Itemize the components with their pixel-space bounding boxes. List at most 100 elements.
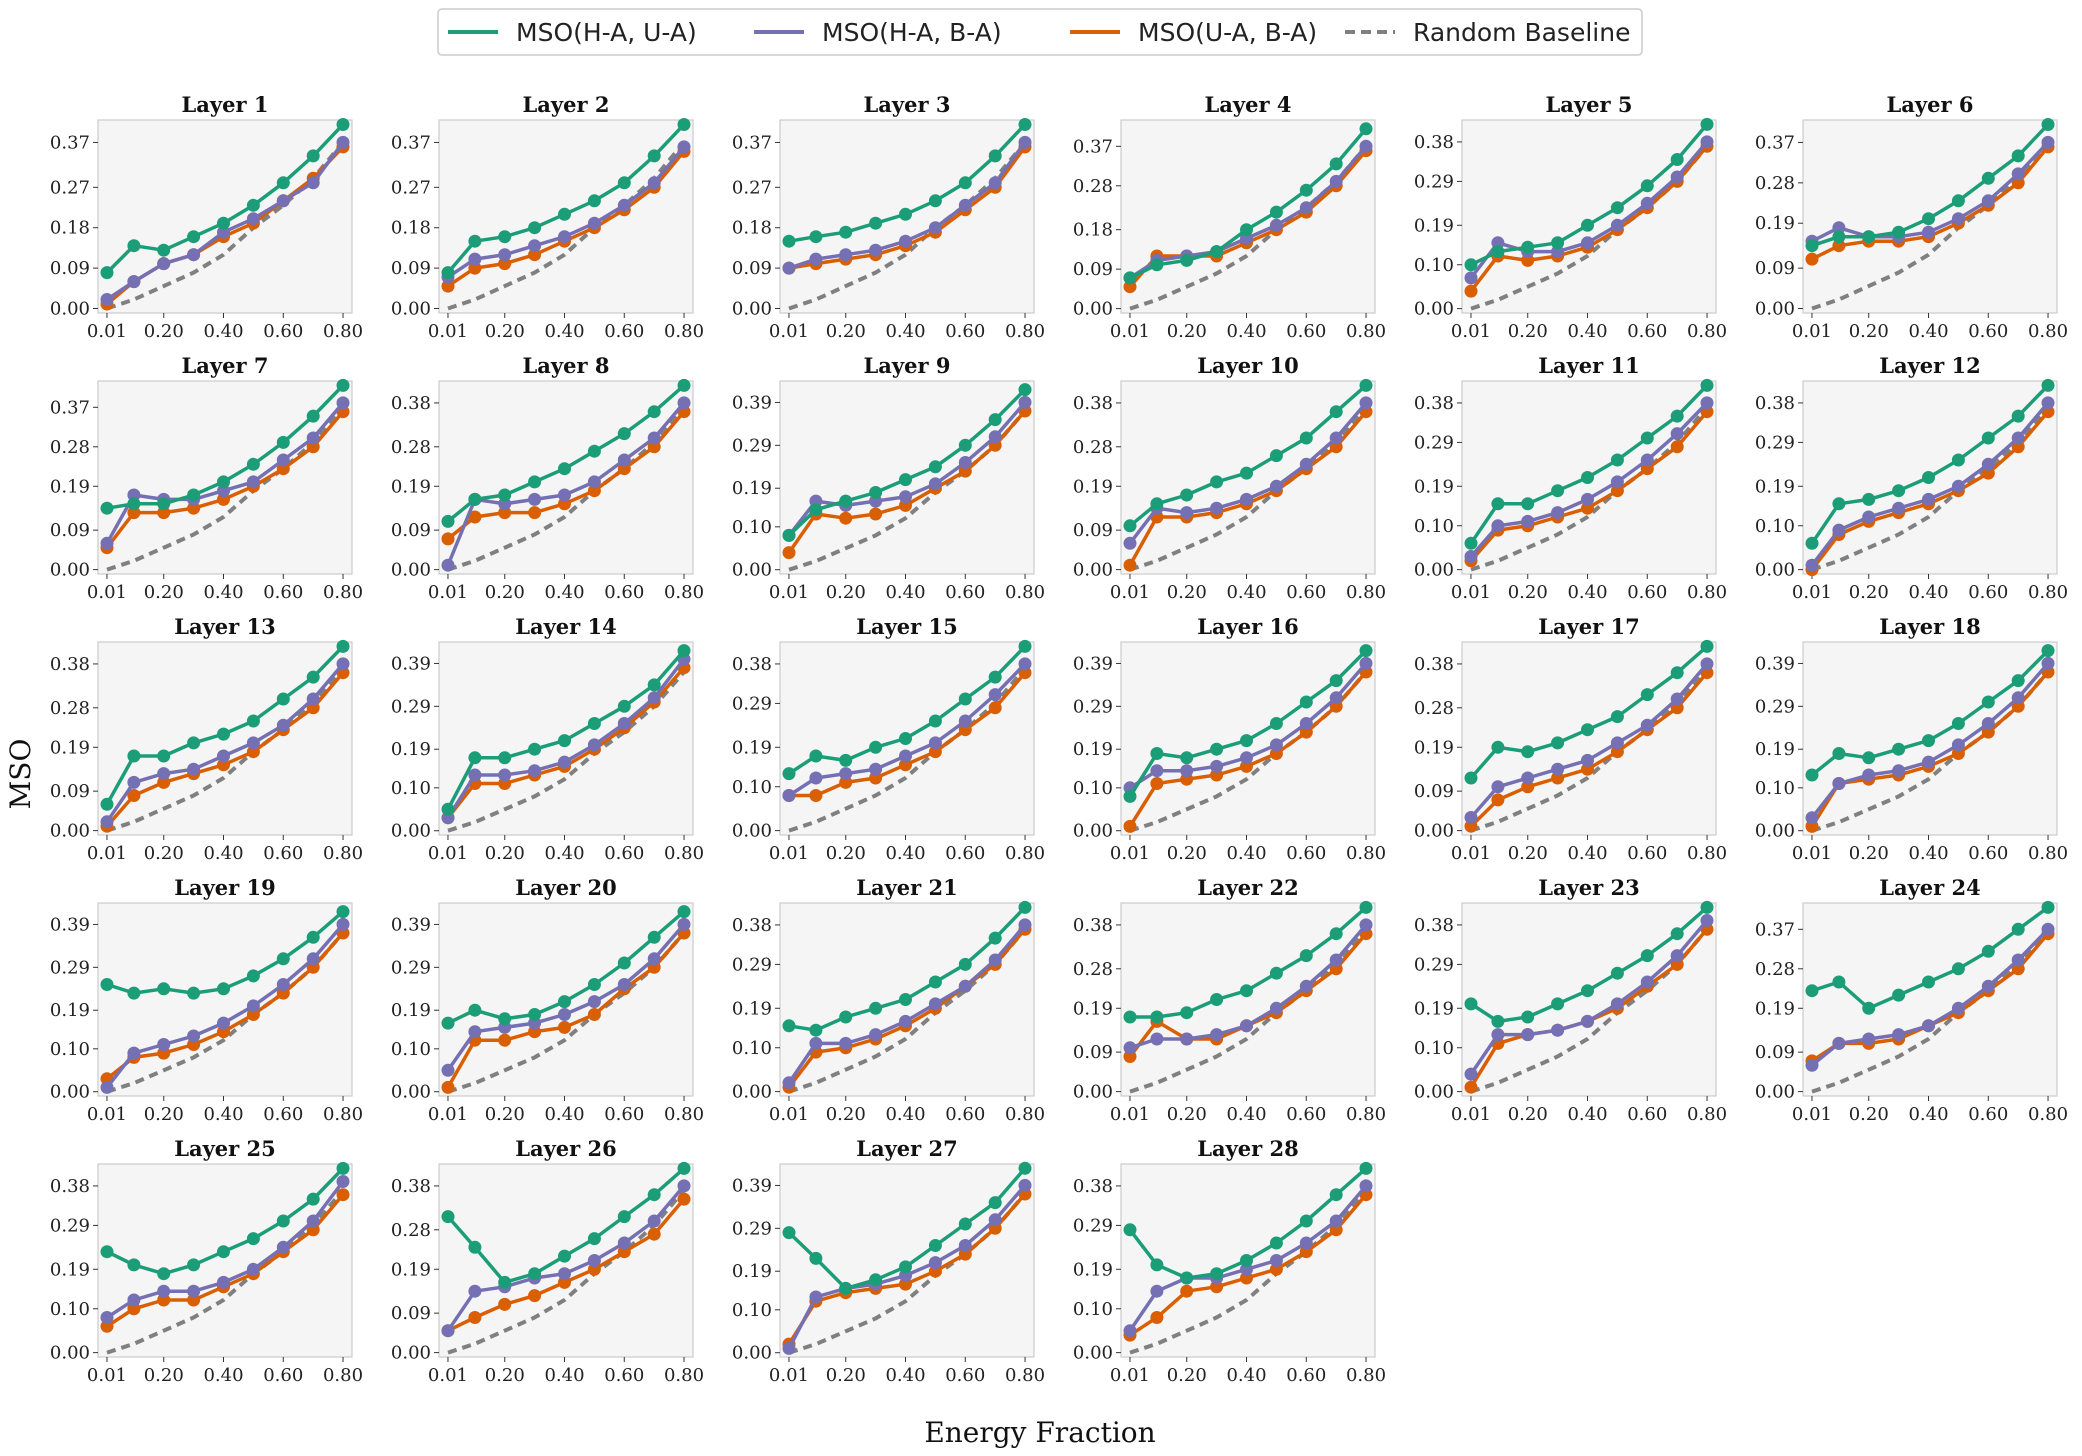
data-point-hu — [1700, 117, 1714, 131]
data-point-hu — [1805, 536, 1819, 550]
y-tick-label: 0.19 — [1414, 737, 1454, 758]
data-point-hu — [336, 1161, 350, 1175]
y-tick-label: 0.39 — [391, 914, 431, 935]
y-tick-label: 0.00 — [391, 1343, 431, 1364]
data-point-hb — [1491, 519, 1505, 533]
data-point-hb — [1123, 536, 1137, 550]
data-point-hu — [988, 413, 1002, 427]
data-point-hb — [1892, 764, 1906, 778]
data-point-hu — [336, 118, 350, 131]
y-tick-label: 0.00 — [391, 560, 431, 581]
data-point-hu — [468, 1003, 482, 1017]
data-point-hu — [1805, 768, 1819, 782]
y-tick-label: 0.00 — [1414, 560, 1454, 581]
y-tick-label: 0.29 — [1755, 432, 1795, 453]
data-point-hu — [1700, 900, 1714, 914]
data-point-hb — [1922, 755, 1935, 769]
data-point-hb — [1150, 764, 1164, 778]
data-point-hb — [677, 1179, 691, 1193]
data-point-hu — [100, 797, 114, 811]
data-point-hb — [958, 979, 972, 993]
panel-title: Layer 17 — [1538, 614, 1640, 639]
data-point-hb — [1269, 1254, 1283, 1267]
data-point-hb — [187, 762, 201, 776]
y-tick-label: 0.19 — [391, 476, 431, 497]
x-tick-label: 0.40 — [544, 843, 584, 864]
data-point-hb — [336, 1175, 350, 1188]
data-point-ub — [677, 1192, 691, 1206]
data-point-hu — [246, 198, 260, 212]
data-point-hb — [1329, 1214, 1343, 1228]
data-point-ub — [1805, 252, 1819, 266]
data-point-hu — [558, 995, 571, 1009]
data-point-hb — [1180, 764, 1194, 778]
panel-layer-22: Layer 22 0.00 0.09 0.19 0.28 0.38 0.01 0.20 0.40… — [1073, 875, 1386, 1125]
x-tick-label: 0.80 — [664, 582, 704, 603]
data-point-hu — [869, 740, 883, 754]
x-tick-label: 0.01 — [1451, 582, 1491, 603]
panel-title: Layer 23 — [1538, 875, 1640, 900]
data-point-hu — [1700, 378, 1714, 392]
data-point-hb — [1269, 218, 1283, 232]
data-point-hu — [1491, 740, 1505, 754]
data-point-hu — [928, 714, 942, 728]
data-point-hu — [306, 409, 320, 423]
y-tick-label: 0.00 — [50, 1082, 90, 1103]
data-point-hu — [187, 1258, 201, 1272]
data-point-hu — [1150, 1258, 1164, 1272]
data-point-hu — [988, 149, 1002, 163]
y-tick-label: 0.28 — [50, 698, 90, 719]
x-tick-label: 0.20 — [485, 1104, 525, 1125]
panel-title: Layer 21 — [856, 875, 958, 900]
data-point-hb — [1299, 1236, 1313, 1250]
data-point-ub — [869, 507, 883, 521]
data-point-hu — [336, 639, 350, 653]
x-tick-label: 0.80 — [1005, 321, 1045, 342]
data-point-hb — [1018, 657, 1032, 671]
data-point-ub — [1180, 1284, 1194, 1298]
data-point-hu — [558, 462, 571, 476]
x-tick-label: 0.40 — [1908, 1104, 1948, 1125]
y-tick-label: 0.09 — [1755, 1042, 1795, 1063]
data-point-hb — [498, 248, 512, 262]
data-point-hb — [928, 477, 942, 491]
data-point-hu — [2011, 409, 2025, 423]
panel-layer-7: Layer 7 0.00 0.09 0.19 0.28 0.37 0.01 0.20 0.40 0… — [50, 353, 363, 603]
data-point-ub — [1150, 1311, 1164, 1324]
x-axis-label: Energy Fraction — [924, 1416, 1155, 1449]
x-tick-label: 0.01 — [1110, 582, 1150, 603]
data-point-ub — [127, 789, 141, 802]
data-point-hu — [1981, 695, 1995, 709]
data-point-hu — [1670, 409, 1684, 423]
data-point-hb — [1123, 1324, 1137, 1338]
x-tick-label: 0.20 — [1167, 582, 1207, 603]
x-tick-label: 0.20 — [144, 1104, 184, 1125]
panel-layer-5: Layer 5 0.00 0.10 0.19 0.29 0.38 0.01 0.20 0.40 0… — [1414, 92, 1727, 342]
x-tick-label: 0.20 — [485, 582, 525, 603]
data-point-hu — [1981, 431, 1995, 445]
x-tick-label: 0.40 — [885, 1104, 925, 1125]
data-point-hu — [1610, 453, 1624, 467]
data-point-hb — [839, 1036, 853, 1050]
data-point-hu — [276, 435, 290, 449]
x-tick-label: 0.01 — [769, 1365, 809, 1386]
x-tick-label: 0.80 — [1346, 843, 1386, 864]
data-point-hb — [1951, 738, 1965, 752]
data-point-hb — [2011, 167, 2025, 181]
y-tick-label: 0.00 — [1414, 1082, 1454, 1103]
y-tick-label: 0.28 — [1414, 698, 1454, 719]
y-tick-label: 0.38 — [391, 393, 431, 414]
x-tick-label: 0.60 — [945, 321, 985, 342]
y-tick-label: 0.38 — [1073, 393, 1113, 414]
x-tick-label: 0.20 — [1508, 582, 1548, 603]
data-point-hu — [1551, 997, 1565, 1011]
data-point-hb — [1551, 762, 1565, 776]
series-line-random-baseline — [106, 1189, 345, 1355]
data-point-hu — [1018, 639, 1032, 653]
x-tick-label: 0.20 — [1849, 1104, 1889, 1125]
data-point-hb — [157, 1284, 171, 1298]
data-point-hu — [157, 1267, 171, 1281]
data-point-ub — [2011, 176, 2025, 190]
x-tick-label: 0.40 — [544, 1104, 584, 1125]
data-point-hu — [1491, 497, 1505, 511]
